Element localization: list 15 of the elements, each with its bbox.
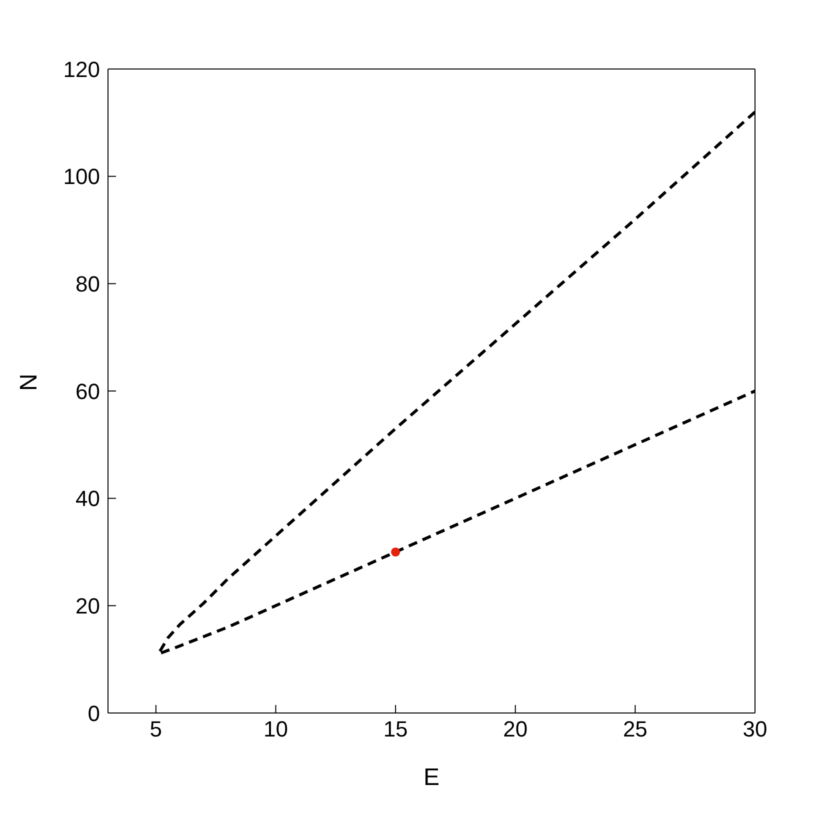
y-tick-label: 120 [63, 56, 100, 82]
y-tick-label: 0 [88, 700, 100, 726]
x-tick-label: 10 [264, 716, 288, 742]
y-axis-title: N [16, 374, 43, 391]
x-tick-label: 25 [622, 716, 648, 742]
y-tick-label: 40 [76, 486, 100, 512]
x-tick-label: 30 [742, 716, 768, 742]
y-tick-label: 60 [76, 378, 100, 404]
y-tick-label: 20 [76, 593, 100, 618]
y-tick-label: 100 [63, 164, 100, 190]
x-tick-label: 5 [150, 716, 162, 742]
y-tick-label: 80 [76, 271, 100, 296]
x-tick-label: 20 [503, 716, 528, 742]
x-axis-title: E [423, 764, 440, 791]
x-tick-label: 15 [383, 716, 408, 742]
